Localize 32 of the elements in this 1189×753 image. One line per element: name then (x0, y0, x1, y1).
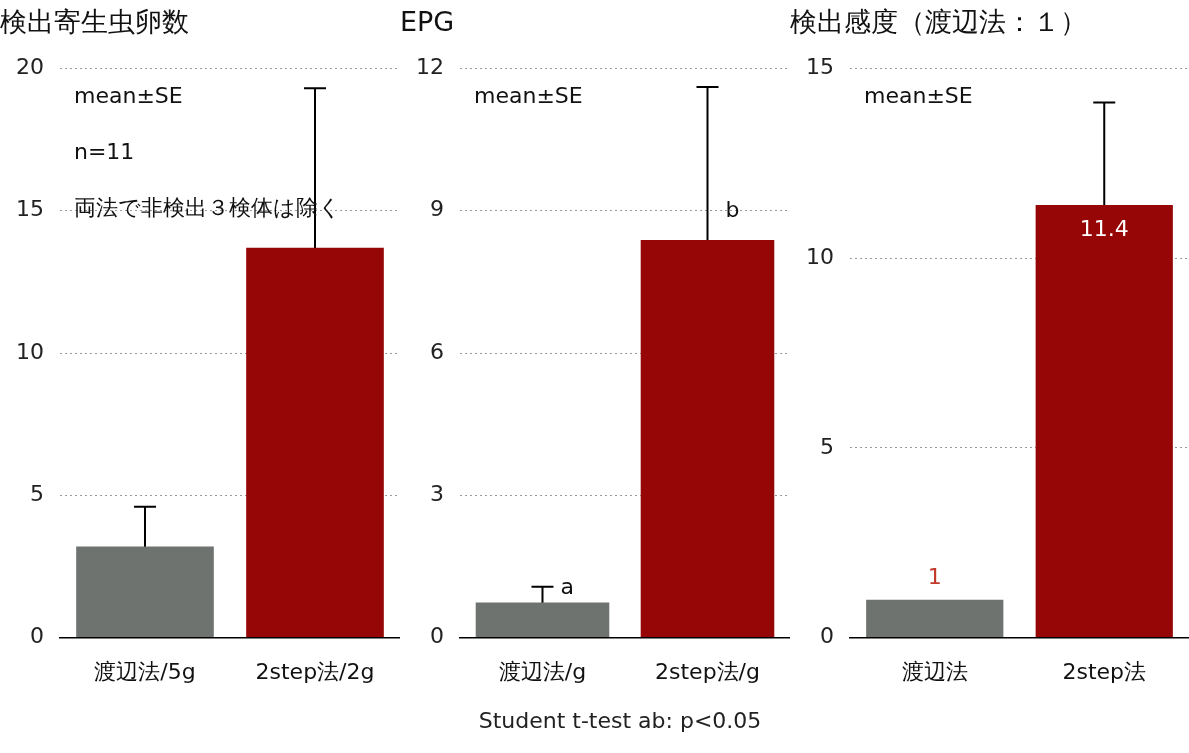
annotation: n=11 (73, 139, 135, 165)
y-tick-label: 10 (15, 338, 44, 364)
x-tick-label: 渡辺法 (901, 658, 968, 684)
annotation: a (560, 573, 574, 599)
y-tick-label: 15 (15, 196, 44, 222)
data-label: 11.4 (1079, 215, 1129, 241)
x-tick-label: 2step法 (1062, 658, 1147, 684)
y-tick-label: 10 (805, 243, 834, 269)
x-tick-label: 2step法/g (655, 658, 760, 684)
chart-title: 検出寄生虫卵数 (0, 6, 189, 38)
y-tick-label: 6 (429, 338, 444, 364)
y-tick-label: 0 (429, 623, 444, 649)
annotation: mean±SE (863, 83, 973, 109)
annotation: mean±SE (473, 83, 583, 109)
text: Student t-test ab: p<0.05 (477, 708, 763, 733)
y-tick-label: 5 (29, 481, 44, 507)
x-tick-label: 渡辺法/g (498, 658, 587, 684)
y-tick-label: 9 (429, 196, 444, 222)
y-tick-label: 5 (819, 433, 834, 459)
annotation: b (725, 197, 740, 223)
chart-title: EPG (400, 6, 455, 38)
x-tick-label: 2step法/2g (255, 658, 375, 684)
x-tick-label: 渡辺法/5g (94, 658, 196, 684)
y-tick-label: 20 (15, 54, 44, 80)
chart-title: 検出感度（渡辺法：１） (790, 6, 1087, 38)
y-tick-label: 0 (29, 623, 44, 649)
y-tick-label: 12 (415, 54, 444, 80)
y-tick-label: 0 (819, 623, 834, 649)
annotation: mean±SE (73, 83, 183, 109)
data-label: 1 (927, 564, 942, 590)
y-tick-label: 15 (805, 54, 834, 80)
y-tick-label: 3 (429, 481, 444, 507)
